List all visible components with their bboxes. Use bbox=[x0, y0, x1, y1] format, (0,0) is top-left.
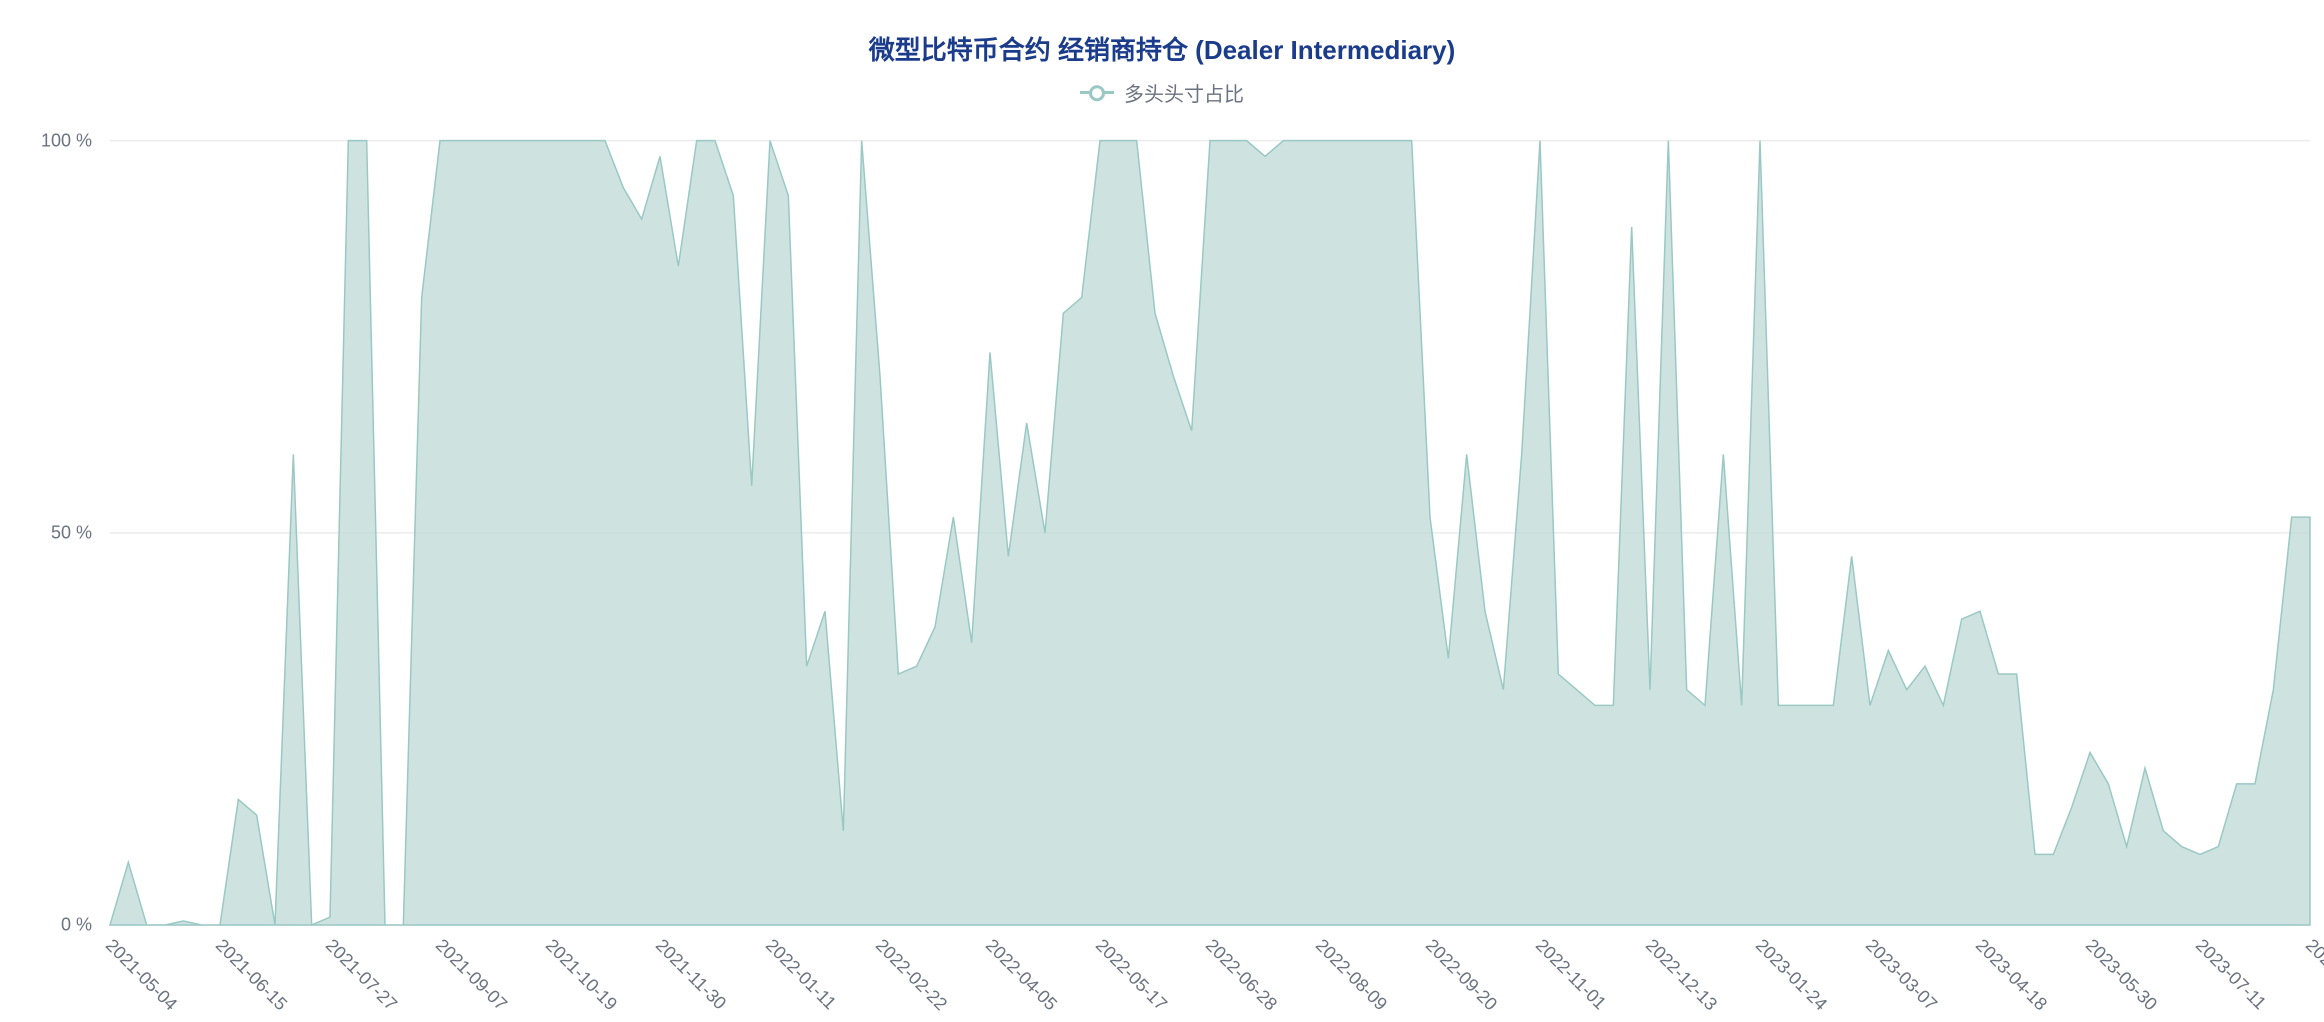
chart-plot[interactable] bbox=[0, 0, 2324, 1022]
y-axis-tick-label: 0 % bbox=[12, 915, 92, 936]
y-axis-tick-label: 50 % bbox=[12, 522, 92, 543]
chart-container: 微型比特币合约 经销商持仓 (Dealer Intermediary) 多头头寸… bbox=[0, 0, 2324, 1022]
y-axis-tick-label: 100 % bbox=[12, 130, 92, 151]
